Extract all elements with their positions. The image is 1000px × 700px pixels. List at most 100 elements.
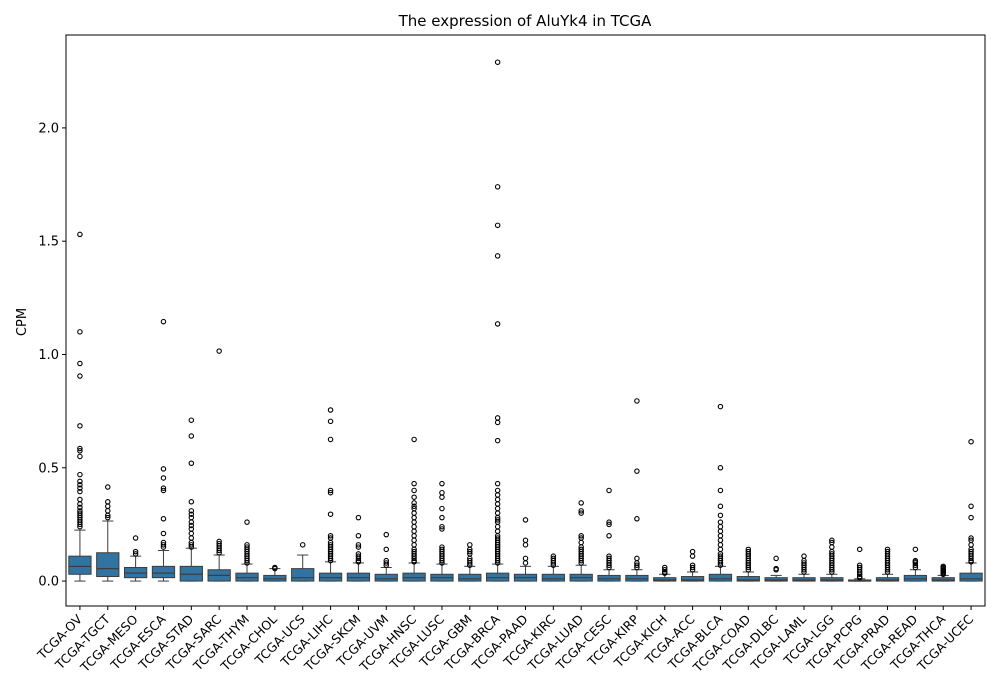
outlier-point bbox=[494, 59, 501, 65]
outlier-point bbox=[494, 184, 501, 190]
outlier-point bbox=[411, 503, 417, 510]
outlier-point bbox=[77, 423, 83, 429]
outlier-point bbox=[634, 516, 640, 522]
outlier-point bbox=[244, 519, 250, 525]
outlier-point bbox=[299, 542, 306, 548]
y-tick-label: 0.0 bbox=[38, 575, 59, 590]
outlier-point bbox=[494, 517, 501, 523]
outlier-point bbox=[160, 516, 167, 522]
outlier-point bbox=[606, 487, 612, 494]
box bbox=[736, 576, 760, 582]
outlier-point bbox=[884, 569, 891, 575]
outlier-point bbox=[829, 537, 835, 544]
outlier-point bbox=[411, 436, 417, 443]
outlier-point bbox=[606, 564, 612, 571]
outlier-point bbox=[912, 546, 919, 553]
outlier-point bbox=[634, 564, 640, 571]
outlier-point bbox=[244, 557, 250, 564]
outlier-point bbox=[77, 523, 83, 530]
outlier-point bbox=[327, 557, 334, 564]
outlier-point bbox=[968, 514, 974, 521]
outlier-point bbox=[160, 530, 167, 537]
outlier-point bbox=[856, 571, 863, 578]
box bbox=[458, 573, 482, 582]
outlier-point bbox=[801, 569, 807, 575]
outlier-point bbox=[522, 517, 529, 523]
outlier-point bbox=[132, 535, 139, 541]
outlier-point bbox=[578, 557, 584, 564]
outlier-point bbox=[160, 544, 167, 550]
outlier-point bbox=[355, 533, 362, 539]
outlier-point bbox=[77, 501, 83, 507]
outlier-point bbox=[439, 526, 445, 532]
outlier-point bbox=[634, 468, 640, 474]
outlier-point bbox=[773, 566, 779, 573]
box bbox=[708, 573, 733, 582]
outlier-point bbox=[773, 555, 779, 562]
outlier-point bbox=[634, 562, 640, 568]
outlier-point bbox=[856, 574, 863, 581]
outlier-point bbox=[327, 489, 334, 496]
outlier-point bbox=[522, 560, 529, 566]
outlier-point bbox=[661, 566, 668, 573]
outlier-point bbox=[160, 318, 167, 325]
outlier-point bbox=[327, 436, 334, 443]
outlier-point bbox=[578, 533, 584, 539]
outlier-point bbox=[188, 433, 195, 439]
outlier-point bbox=[77, 231, 83, 238]
box bbox=[68, 555, 92, 575]
outlier-point bbox=[439, 557, 445, 564]
outlier-point bbox=[968, 438, 974, 445]
outlier-point bbox=[606, 562, 612, 568]
outlier-point bbox=[578, 508, 584, 514]
outlier-point bbox=[411, 487, 417, 494]
outlier-point bbox=[411, 480, 417, 487]
outlier-point bbox=[327, 533, 334, 539]
outlier-point bbox=[188, 508, 195, 514]
outlier-point bbox=[968, 503, 974, 510]
outlier-point bbox=[77, 521, 83, 528]
outlier-point bbox=[77, 488, 83, 495]
outlier-point bbox=[160, 542, 167, 548]
outlier-point bbox=[717, 403, 724, 410]
outlier-point bbox=[912, 562, 919, 568]
outlier-point bbox=[327, 418, 334, 425]
outlier-point bbox=[494, 557, 501, 564]
outlier-point bbox=[188, 460, 195, 466]
box bbox=[374, 573, 398, 582]
y-axis-label: CPM bbox=[15, 308, 30, 336]
outlier-point bbox=[689, 566, 696, 573]
outlier-point bbox=[160, 466, 167, 472]
y-tick-label: 1.5 bbox=[38, 235, 59, 250]
outlier-point bbox=[105, 512, 111, 519]
outlier-point bbox=[355, 514, 362, 521]
outlier-point bbox=[77, 485, 83, 491]
outlier-point bbox=[634, 398, 640, 404]
outlier-point bbox=[661, 570, 668, 576]
outlier-point bbox=[717, 562, 724, 568]
box bbox=[680, 576, 705, 582]
outlier-point bbox=[606, 521, 612, 528]
outlier-point bbox=[327, 511, 334, 517]
outlier-point bbox=[77, 471, 83, 478]
outlier-point bbox=[745, 564, 752, 571]
outlier-point bbox=[272, 565, 278, 572]
outlier-point bbox=[856, 546, 863, 553]
outlier-point bbox=[467, 548, 473, 555]
outlier-point bbox=[578, 560, 584, 566]
outlier-point bbox=[160, 485, 167, 491]
outlier-point bbox=[439, 494, 445, 500]
outlier-point bbox=[912, 564, 919, 571]
box bbox=[96, 552, 120, 578]
outlier-point bbox=[606, 533, 612, 539]
outlier-point bbox=[717, 560, 724, 566]
outlier-point bbox=[439, 514, 445, 521]
outlier-point bbox=[188, 542, 195, 548]
y-tick-label: 1.0 bbox=[38, 348, 59, 363]
outlier-point bbox=[439, 505, 445, 512]
outlier-point bbox=[940, 571, 946, 578]
outlier-point bbox=[383, 562, 390, 568]
outlier-point bbox=[439, 523, 445, 530]
